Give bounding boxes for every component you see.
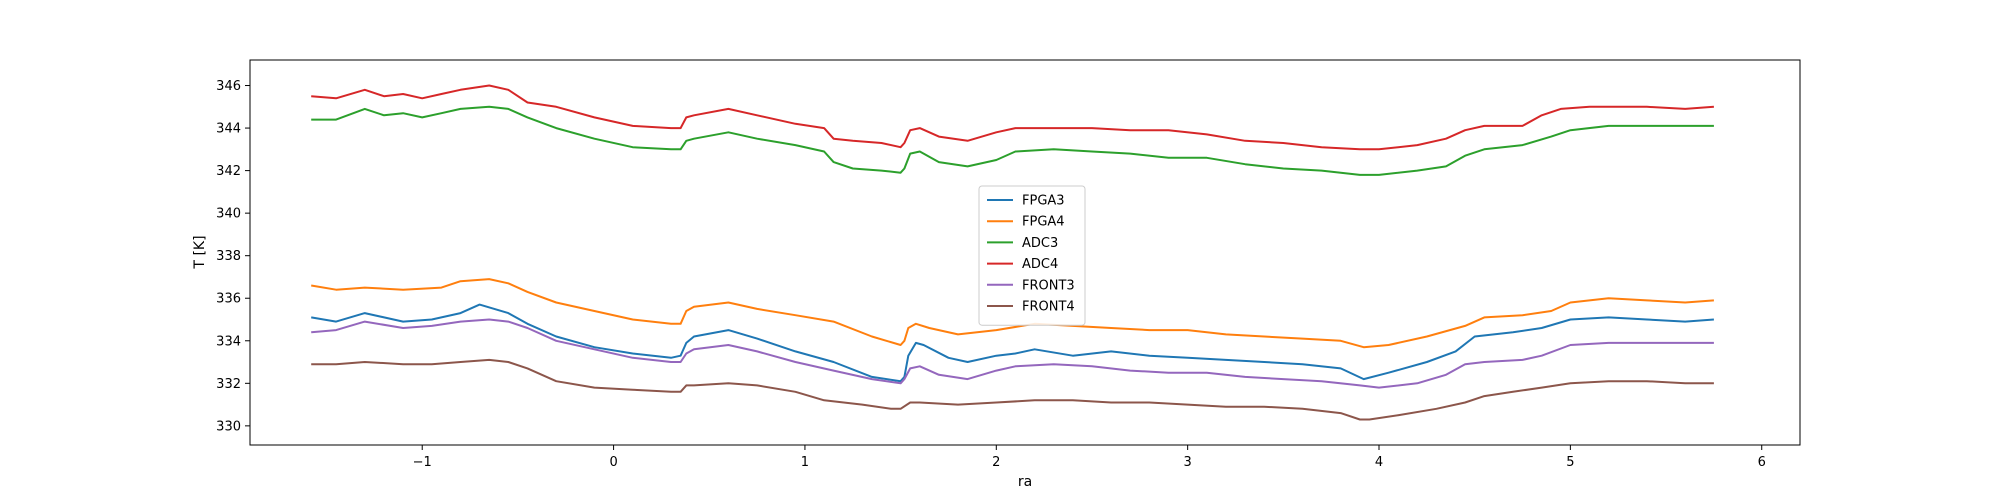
legend: FPGA3 FPGA4 ADC3 ADC4 FRONT3 FRONT4 xyxy=(978,185,1086,326)
legend-label-adc3: ADC3 xyxy=(1022,236,1058,251)
y-tick-label: 340 xyxy=(216,207,241,222)
legend-label-fpga3: FPGA3 xyxy=(1022,194,1065,209)
y-axis-label: T [K] xyxy=(192,235,208,269)
series-line-adc4 xyxy=(311,84,1714,151)
x-axis-label: ra xyxy=(1018,474,1032,490)
x-tick-label: 6 xyxy=(1758,455,1766,470)
x-tick-label: 0 xyxy=(609,455,617,470)
plot-frame xyxy=(249,59,1801,446)
x-tick-label: 2 xyxy=(992,455,1000,470)
series-line-front4 xyxy=(311,358,1714,421)
series-layer xyxy=(311,84,1714,421)
y-axis: 330 332 334 336 338 340 342 344 346 xyxy=(216,79,250,434)
y-tick-label: 342 xyxy=(216,164,241,179)
legend-label-fpga4: FPGA4 xyxy=(1022,215,1065,230)
y-tick-label: 338 xyxy=(216,249,241,264)
y-tick-label: 334 xyxy=(216,334,241,349)
x-tick-label: 3 xyxy=(1184,455,1192,470)
x-tick-label: −1 xyxy=(413,455,432,470)
x-tick-label: 5 xyxy=(1566,455,1574,470)
legend-label-front4: FRONT4 xyxy=(1022,300,1075,315)
legend-label-front3: FRONT3 xyxy=(1022,278,1075,293)
y-tick-label: 346 xyxy=(216,79,241,94)
series-line-front3 xyxy=(311,318,1714,389)
y-tick-label: 344 xyxy=(216,122,241,137)
x-tick-label: 4 xyxy=(1375,455,1383,470)
y-tick-label: 336 xyxy=(216,292,241,307)
x-axis: −1 0 1 2 3 4 5 6 xyxy=(413,445,1766,470)
legend-label-adc4: ADC4 xyxy=(1022,257,1058,272)
y-tick-label: 330 xyxy=(216,419,241,434)
y-tick-label: 332 xyxy=(216,377,241,392)
series-line-fpga3 xyxy=(311,303,1714,383)
x-tick-label: 1 xyxy=(801,455,809,470)
series-line-fpga4 xyxy=(311,278,1714,349)
series-line-adc3 xyxy=(311,105,1714,176)
